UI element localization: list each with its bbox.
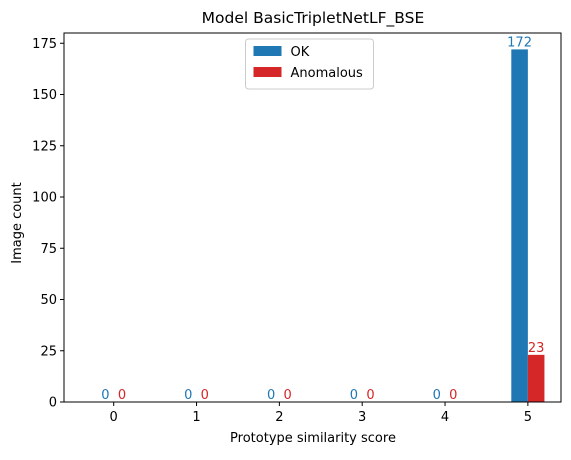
x-tick-label: 2 bbox=[275, 410, 283, 425]
legend: OK Anomalous bbox=[245, 38, 374, 90]
legend-label-ok: OK bbox=[291, 45, 310, 60]
legend-swatch-anomalous bbox=[253, 67, 282, 77]
y-tick-label: 125 bbox=[32, 139, 57, 154]
y-tick-label: 175 bbox=[32, 37, 57, 52]
y-tick-label: 75 bbox=[40, 242, 57, 257]
data-label-anomalous-1: 0 bbox=[201, 388, 209, 403]
data-label-ok-0: 0 bbox=[101, 388, 109, 403]
bar-anomalous-5 bbox=[527, 354, 545, 402]
bars-layer bbox=[511, 49, 545, 403]
x-tick-label: 5 bbox=[524, 410, 532, 425]
data-label-anomalous-5: 23 bbox=[528, 341, 545, 356]
y-tick-label: 150 bbox=[32, 88, 57, 103]
plot-frame bbox=[63, 32, 562, 403]
data-label-ok-4: 0 bbox=[433, 388, 441, 403]
y-axis-label: Image count bbox=[10, 182, 25, 264]
legend-label-anomalous: Anomalous bbox=[291, 66, 364, 81]
chart-title: Model BasicTripletNetLF_BSE bbox=[202, 9, 425, 28]
data-label-anomalous-3: 0 bbox=[366, 388, 374, 403]
x-tick-label: 0 bbox=[110, 410, 118, 425]
data-label-anomalous-2: 0 bbox=[284, 388, 292, 403]
x-tick-label: 3 bbox=[358, 410, 366, 425]
data-label-ok-3: 0 bbox=[350, 388, 358, 403]
data-label-ok-2: 0 bbox=[267, 388, 275, 403]
legend-swatch-ok bbox=[253, 46, 282, 56]
x-axis-label: Prototype similarity score bbox=[230, 431, 396, 446]
data-label-ok-5: 172 bbox=[507, 35, 532, 50]
x-tick-label: 1 bbox=[192, 410, 200, 425]
data-label-ok-1: 0 bbox=[184, 388, 192, 403]
data-label-anomalous-0: 0 bbox=[118, 388, 126, 403]
x-tick-label: 4 bbox=[441, 410, 449, 425]
y-tick-label: 50 bbox=[40, 293, 57, 308]
bar-ok-5 bbox=[511, 49, 528, 403]
y-tick-label: 25 bbox=[40, 344, 57, 359]
data-label-anomalous-4: 0 bbox=[449, 388, 457, 403]
y-tick-label: 0 bbox=[49, 396, 57, 411]
y-tick-label: 100 bbox=[32, 191, 57, 206]
